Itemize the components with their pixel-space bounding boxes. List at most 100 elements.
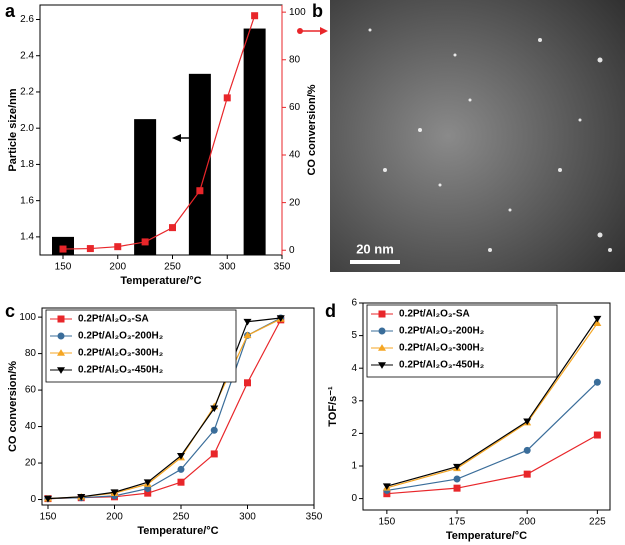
series-line [386,322,598,489]
marker [243,331,252,339]
x-tick-label: 150 [40,512,57,523]
y-axis-label: TOF/s⁻¹ [327,386,339,427]
marker [378,344,386,351]
marker [57,332,65,340]
marker [378,327,386,335]
y-tick-label: 0 [30,494,36,505]
y2-tick-label: 0 [289,245,295,256]
x-tick-label: 250 [173,512,190,523]
y-tick-label: 2.0 [20,123,34,134]
marker [77,493,86,501]
y2-axis-label: CO conversion/% [306,84,318,175]
marker [141,238,149,246]
y-tick-label: 5 [351,330,357,341]
marker [196,187,204,195]
legend-label: 0.2Pt/Al₂O₃-200H₂ [78,331,163,342]
marker [144,485,152,493]
marker [378,362,386,369]
y2-tick-label: 40 [289,150,301,161]
y-tick-label: 20 [25,458,37,469]
y-tick-label: 2.4 [20,50,34,61]
conversion-line [62,15,256,250]
marker [43,495,52,503]
y-tick-label: 2.2 [20,87,34,98]
marker [176,452,185,460]
y-tick-label: 0 [351,493,357,504]
marker [243,318,252,326]
marker [223,94,231,102]
marker [210,426,218,434]
x-axis-label: Temperature/°C [446,530,527,542]
x-tick-label: 200 [109,262,126,273]
marker [276,315,285,322]
marker [593,319,602,327]
panel-label: d [325,301,336,321]
marker [177,478,185,486]
y2-tick-label: 100 [289,7,306,18]
y-tick-label: 3 [351,395,357,406]
marker [59,245,67,253]
marker [523,418,532,426]
marker [251,12,259,20]
legend-box [366,304,558,378]
legend-label: 0.2Pt/Al₂O₃-SA [78,314,149,325]
y2-tick-label: 60 [289,102,301,113]
x-tick-label: 225 [589,517,606,528]
panel-label: b [312,1,323,21]
marker [523,446,531,454]
x-tick-label: 350 [274,262,291,273]
x-tick-label: 250 [164,262,181,273]
x-tick-label: 200 [106,512,123,523]
x-axis-label: Temperature/°C [120,275,201,287]
y-tick-label: 60 [25,385,37,396]
marker [243,379,251,387]
marker [210,450,218,458]
x-tick-label: 150 [379,517,396,528]
marker [593,378,601,386]
y-tick-label: 100 [19,312,36,323]
series-line [386,381,598,492]
marker [57,367,65,374]
panel-label: c [5,301,15,321]
legend-label: 0.2Pt/Al₂O₃-300H₂ [399,343,484,354]
bar [134,119,157,255]
scale-bar-label: 20 nm [356,241,394,256]
x-tick-label: 200 [519,517,536,528]
x-tick-label: 350 [306,512,323,523]
series-line [47,317,281,500]
marker [168,224,176,232]
plot-frame [362,302,611,511]
marker [593,431,601,439]
bar [243,28,266,256]
plot-frame [41,307,315,506]
series-line [47,317,282,500]
marker [177,465,185,473]
bar [188,73,211,255]
legend-label: 0.2Pt/Al₂O₃-300H₂ [78,348,163,359]
legend-label: 0.2Pt/Al₂O₃-200H₂ [399,326,484,337]
legend-label: 0.2Pt/Al₂O₃-450H₂ [399,360,484,371]
y2-tick-label: 20 [289,197,301,208]
y-tick-label: 1.8 [20,159,34,170]
x-tick-label: 300 [219,262,236,273]
y-tick-label: 2.6 [20,14,34,25]
marker [593,315,602,323]
micrograph [330,0,625,272]
y2-tick-label: 80 [289,54,301,65]
marker [453,484,461,492]
marker [453,463,462,471]
marker [382,483,391,491]
marker [57,315,65,323]
y-tick-label: 1 [351,461,357,472]
y-tick-label: 2 [351,428,357,439]
panel-label: a [5,1,16,21]
x-tick-label: 300 [239,512,256,523]
marker [86,245,94,253]
y-axis-label: Particle size/nm [7,88,19,171]
x-tick-label: 175 [449,517,466,528]
x-tick-label: 150 [55,262,72,273]
legend-box [45,309,237,383]
marker [453,475,461,483]
y-tick-label: 80 [25,348,37,359]
